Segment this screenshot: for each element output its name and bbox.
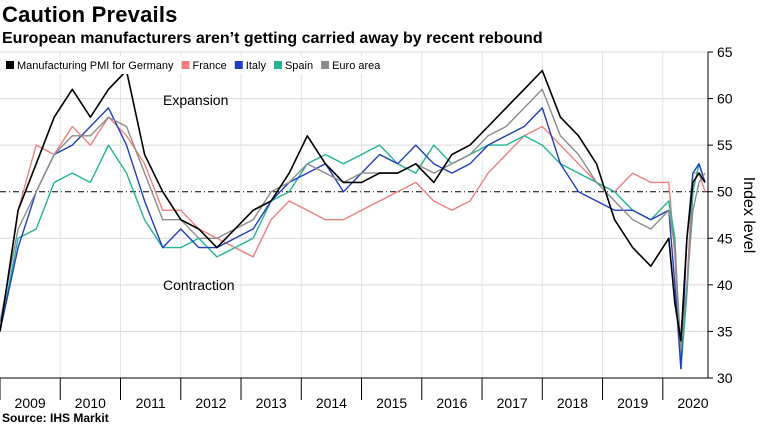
x-tick-label: 2014 [316, 395, 347, 411]
x-tick-label: 2018 [557, 395, 588, 411]
y-tick-label: 45 [717, 230, 733, 246]
chart-subtitle: European manufacturers aren’t getting ca… [2, 30, 543, 47]
legend-swatch-italy [234, 61, 243, 69]
y-tick-label: 50 [717, 184, 733, 200]
x-tick-label: 2011 [136, 395, 166, 411]
series-line-france [0, 116, 706, 370]
y-axis-title: Index level [740, 177, 757, 254]
legend-label-italy: Italy [246, 60, 267, 72]
legend-swatch-manufacturing-pmi-for-germany [6, 61, 14, 69]
y-tick-label: 60 [717, 91, 733, 107]
legend-label-euro-area: Euro area [332, 60, 381, 72]
legend-swatch-spain [273, 61, 282, 69]
y-tick-label: 65 [717, 44, 733, 60]
x-tick-label: 2020 [677, 395, 708, 411]
legend-label-france: France [193, 60, 227, 72]
x-tick-label: 2013 [256, 395, 287, 411]
x-tick-label: 2019 [617, 395, 648, 411]
x-tick-label: 2010 [75, 395, 106, 411]
x-tick-label: 2017 [497, 395, 528, 411]
legend-background [2, 56, 404, 74]
x-tick-label: 2009 [15, 395, 46, 411]
legend-swatch-france [181, 61, 190, 69]
x-tick-label: 2016 [436, 395, 467, 411]
legend-label-spain: Spain [285, 60, 313, 72]
series-line-italy [0, 107, 706, 370]
x-tick-label: 2012 [195, 395, 226, 411]
series-line-manufacturing-pmi-for-germany [0, 69, 706, 342]
chart-title: Caution Prevails [2, 2, 178, 27]
legend-label-manufacturing-pmi-for-germany: Manufacturing PMI for Germany [17, 60, 174, 72]
y-tick-label: 40 [717, 277, 733, 293]
annotation-expansion: Expansion [163, 92, 228, 108]
annotation-contraction: Contraction [163, 277, 235, 293]
x-tick-label: 2015 [376, 395, 407, 411]
legend-swatch-euro-area [321, 61, 330, 69]
y-tick-label: 30 [717, 370, 733, 386]
y-tick-label: 55 [717, 137, 733, 153]
source-note: Source: IHS Markit [2, 411, 109, 425]
y-tick-label: 35 [717, 323, 733, 339]
